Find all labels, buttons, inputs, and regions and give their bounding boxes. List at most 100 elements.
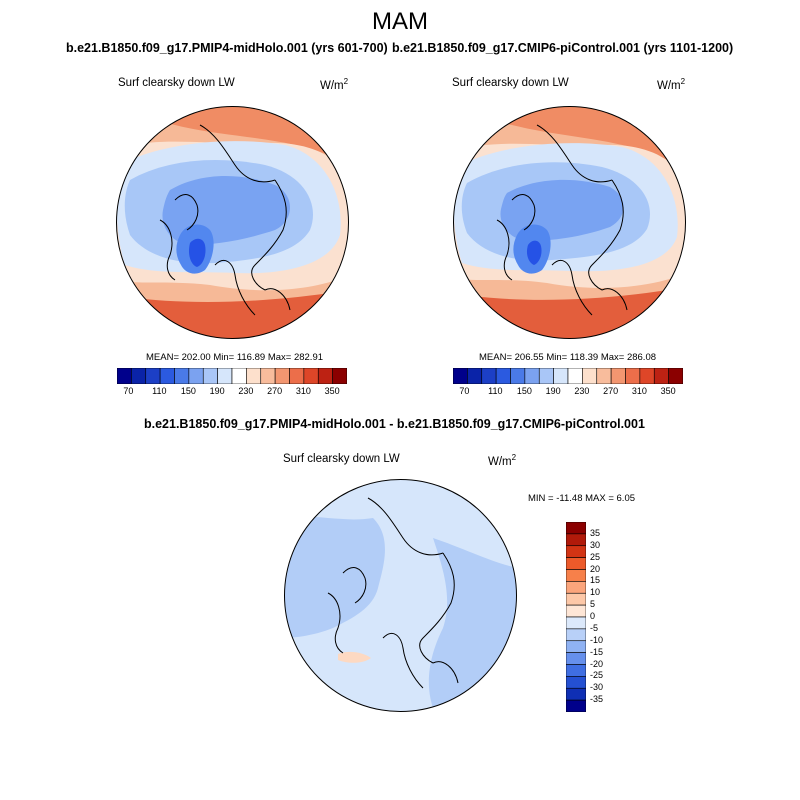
colorbar-tick-label: -35 <box>590 694 604 705</box>
diff-colorbar-ticks: 35 30 25 20 15 10 5 0 -5 -10 -15 -20 -25 -30 -35 <box>590 522 620 712</box>
colorbar-tick-label: -25 <box>590 670 604 681</box>
colorbar-swatch <box>668 368 683 384</box>
colorbar-swatch <box>332 368 347 384</box>
colorbar-tick-label: -10 <box>590 634 604 645</box>
left-units-label: W/m2 <box>320 77 349 92</box>
colorbar-swatch <box>566 687 586 701</box>
diff-map-border <box>284 479 517 712</box>
colorbar-tick-label: 190 <box>545 386 561 396</box>
colorbar-tick-label: 230 <box>238 386 254 396</box>
colorbar-swatch <box>217 368 233 384</box>
colorbar-tick-label: 270 <box>603 386 619 396</box>
colorbar-tick-label: 30 <box>590 539 601 550</box>
left-variable-label: Surf clearsky down LW <box>118 77 235 89</box>
colorbar-swatch <box>524 368 540 384</box>
left-map-region-greenland-core <box>188 238 206 267</box>
diff-units-label: W/m2 <box>488 453 517 468</box>
colorbar-swatch <box>566 545 586 558</box>
colorbar-swatch <box>453 368 468 384</box>
colorbar-swatch <box>317 368 333 384</box>
colorbar-tick-label: 230 <box>574 386 590 396</box>
colorbar-swatch <box>538 368 554 384</box>
figure-title: MAM <box>372 8 428 35</box>
colorbar-tick-label: 0 <box>590 611 596 621</box>
colorbar-tick-label: 70 <box>123 386 134 396</box>
colorbar-swatch <box>566 581 586 594</box>
diff-map-region-positive <box>338 651 371 663</box>
right-colorbar <box>453 368 683 384</box>
diff-minmax-label: MIN = -11.48 MAX = 6.05 <box>528 493 636 504</box>
colorbar-tick-label: 25 <box>590 551 601 562</box>
colorbar-swatch <box>188 368 204 384</box>
left-panel-title: b.e21.B1850.f09_g17.PMIP4-midHolo.001 (y… <box>66 41 388 55</box>
right-map-region-greenland-core <box>526 240 542 265</box>
right-variable-label: Surf clearsky down LW <box>452 77 569 89</box>
colorbar-swatch <box>566 664 586 677</box>
right-units-label: W/m2 <box>657 77 686 92</box>
colorbar-swatch <box>246 368 262 384</box>
colorbar-tick-label: 310 <box>631 386 647 396</box>
colorbar-tick-label: 270 <box>267 386 283 396</box>
colorbar-swatch <box>567 368 583 384</box>
colorbar-swatch <box>260 368 276 384</box>
left-colorbar <box>117 368 347 384</box>
right-stats-label: MEAN= 206.55 Min= 118.39 Max= 286.08 <box>479 352 657 363</box>
colorbar-swatch <box>274 368 290 384</box>
colorbar-tick-label: 15 <box>590 575 601 586</box>
colorbar-swatch <box>566 652 586 665</box>
colorbar-swatch <box>510 368 526 384</box>
diff-panel-title: b.e21.B1850.f09_g17.PMIP4-midHolo.001 - … <box>144 417 645 431</box>
colorbar-swatch <box>117 368 132 384</box>
colorbar-swatch <box>566 604 586 618</box>
colorbar-swatch <box>566 616 586 630</box>
colorbar-tick-label: -20 <box>590 658 604 669</box>
diff-colorbar <box>566 522 586 712</box>
colorbar-swatch <box>566 640 586 653</box>
right-panel-title: b.e21.B1850.f09_g17.CMIP6-piControl.001 … <box>392 41 734 55</box>
colorbar-swatch <box>174 368 190 384</box>
colorbar-tick-label: 350 <box>660 386 676 396</box>
colorbar-swatch <box>566 699 586 712</box>
right-map-border <box>453 106 686 339</box>
left-map-border <box>116 106 349 339</box>
colorbar-tick-label: 310 <box>295 386 311 396</box>
colorbar-swatch <box>289 368 305 384</box>
colorbar-tick-label: 190 <box>209 386 225 396</box>
right-polar-map <box>453 106 686 339</box>
colorbar-swatch <box>596 368 612 384</box>
colorbar-swatch <box>131 368 147 384</box>
colorbar-swatch <box>495 368 511 384</box>
colorbar-swatch <box>566 557 586 570</box>
colorbar-tick-label: 35 <box>590 527 601 538</box>
colorbar-swatch <box>566 676 586 689</box>
colorbar-swatch <box>639 368 655 384</box>
left-polar-map <box>116 106 349 339</box>
left-map-coastlines <box>159 124 291 316</box>
colorbar-tick-label: -15 <box>590 646 604 657</box>
colorbar-swatch <box>231 368 247 384</box>
colorbar-swatch <box>145 368 161 384</box>
colorbar-swatch <box>553 368 569 384</box>
left-stats-label: MEAN= 202.00 Min= 116.89 Max= 282.91 <box>146 352 324 363</box>
colorbar-swatch <box>582 368 598 384</box>
colorbar-tick-label: -5 <box>590 622 599 633</box>
diff-map-coastlines <box>327 497 459 689</box>
colorbar-swatch <box>566 628 586 642</box>
diff-polar-map <box>284 479 517 712</box>
colorbar-swatch <box>653 368 669 384</box>
colorbar-tick-label: 350 <box>324 386 340 396</box>
colorbar-swatch <box>303 368 319 384</box>
colorbar-swatch <box>467 368 483 384</box>
colorbar-swatch <box>566 533 586 547</box>
colorbar-tick-label: 10 <box>590 587 601 598</box>
colorbar-tick-label: 110 <box>152 386 167 396</box>
colorbar-swatch <box>202 368 218 384</box>
colorbar-swatch <box>481 368 497 384</box>
left-colorbar-ticks: 70 110 150 190 230 270 310 350 <box>117 386 347 400</box>
colorbar-swatch <box>610 368 626 384</box>
right-map-coastlines <box>496 124 628 316</box>
colorbar-tick-label: 5 <box>590 599 596 610</box>
colorbar-tick-label: 70 <box>459 386 470 396</box>
right-colorbar-ticks: 70 110 150 190 230 270 310 350 <box>453 386 683 400</box>
colorbar-swatch <box>566 522 586 535</box>
